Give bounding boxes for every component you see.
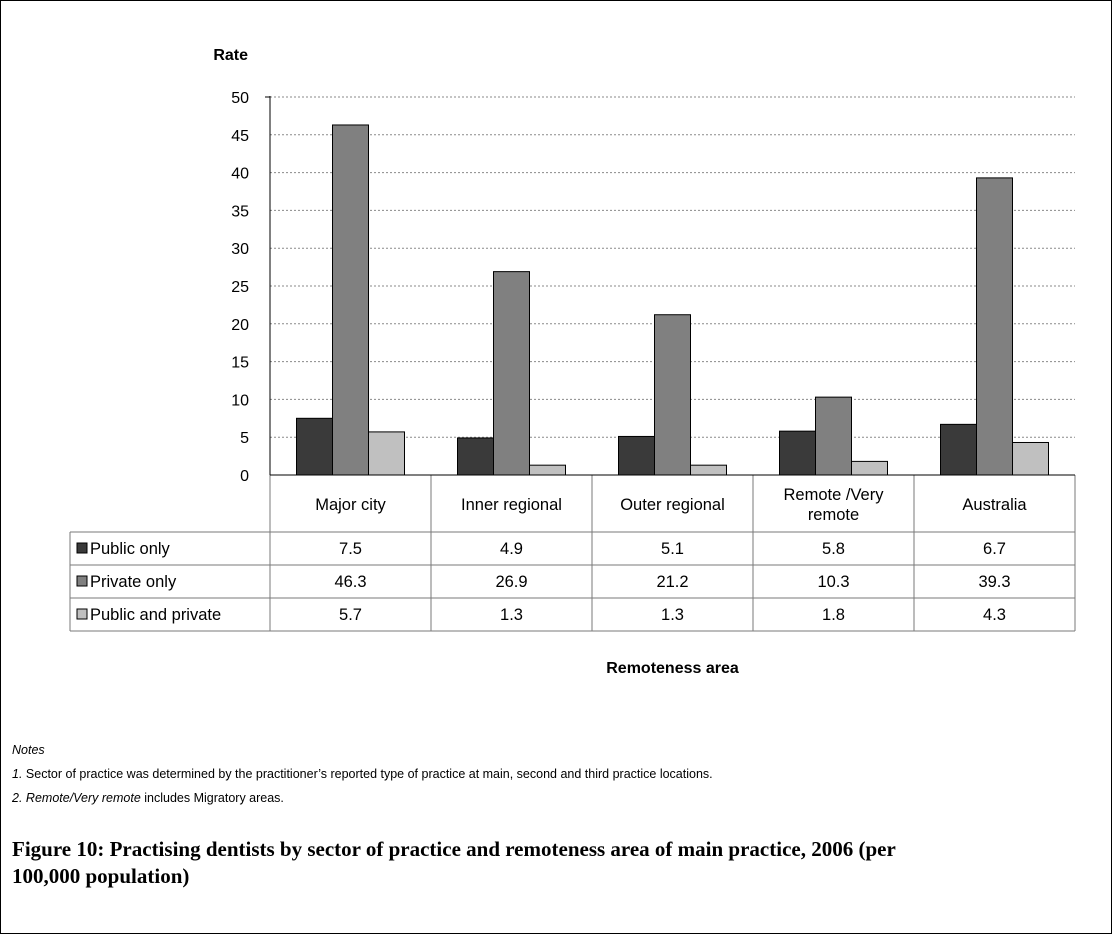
y-tick-label: 5: [240, 430, 249, 447]
notes-heading: Notes: [12, 743, 45, 757]
data-label: 39.3: [978, 573, 1010, 591]
data-label: 7.5: [339, 540, 362, 558]
data-label: 5.8: [822, 540, 845, 558]
y-tick-label: 45: [231, 128, 249, 145]
note-2-text: includes Migratory areas.: [144, 791, 284, 805]
y-tick-label: 40: [231, 166, 249, 183]
bar: [940, 423, 977, 476]
bar: [654, 314, 691, 476]
category-label: Outer regional: [620, 496, 725, 514]
data-label: 10.3: [817, 573, 849, 591]
data-label: 4.9: [500, 540, 523, 558]
data-label: 21.2: [656, 573, 688, 591]
bar: [690, 464, 727, 476]
bar: [457, 437, 494, 476]
data-label: 5.7: [339, 606, 362, 624]
data-label: 6.7: [983, 540, 1006, 558]
y-tick-label: 25: [231, 279, 249, 296]
data-label: 46.3: [334, 573, 366, 591]
x-axis-label: Remoteness area: [606, 660, 739, 677]
y-tick-label: 10: [231, 392, 249, 409]
bar: [618, 435, 655, 476]
bar: [851, 460, 888, 476]
figure-caption: Figure 10: Practising dentists by sector…: [12, 837, 896, 888]
category-label: Major city: [315, 496, 386, 514]
legend-swatch: [76, 608, 88, 620]
note-1: 1. Sector of practice was determined by …: [12, 762, 713, 786]
legend-swatch: [76, 542, 88, 554]
y-tick-label: 30: [231, 241, 249, 258]
bar: [779, 430, 816, 476]
y-tick-label: 15: [231, 355, 249, 372]
data-label: 5.1: [661, 540, 684, 558]
legend-label: Public only: [90, 540, 171, 558]
bar: [815, 396, 852, 476]
bar: [296, 417, 333, 476]
data-label: 1.3: [500, 606, 523, 624]
y-axis-label: Rate: [213, 47, 248, 64]
data-label: 26.9: [495, 573, 527, 591]
bar: [368, 431, 405, 476]
notes-block: Notes 1. Sector of practice was determin…: [12, 738, 713, 810]
note-1-number: 1.: [12, 767, 23, 781]
note-2-emphasis: Remote/Very remote: [25, 791, 141, 805]
y-tick-label: 35: [231, 203, 249, 220]
legend-label: Private only: [90, 573, 177, 591]
y-tick-label: 20: [231, 317, 249, 334]
bar: [1012, 441, 1049, 476]
data-label: 1.3: [661, 606, 684, 624]
bar: [529, 464, 566, 476]
category-label: Inner regional: [461, 496, 562, 514]
category-label: Remote /Very remote: [784, 486, 885, 524]
category-label: Australia: [962, 496, 1027, 514]
note-1-text: Sector of practice was determined by the…: [25, 767, 713, 781]
y-tick-label: 0: [240, 468, 249, 485]
data-label: 4.3: [983, 606, 1006, 624]
legend-swatch: [76, 575, 88, 587]
y-tick-label: 50: [231, 90, 249, 107]
note-2-number: 2.: [12, 791, 23, 805]
note-2: 2. Remote/Very remote includes Migratory…: [12, 786, 713, 810]
bar-chart: Rate 0 5 10 15 20 25 30 35 40 45 50 Major city Inner …: [69, 47, 1076, 677]
bar: [976, 177, 1013, 476]
bar: [493, 271, 530, 476]
legend-label: Public and private: [90, 606, 221, 624]
data-label: 1.8: [822, 606, 845, 624]
bar: [332, 124, 369, 476]
